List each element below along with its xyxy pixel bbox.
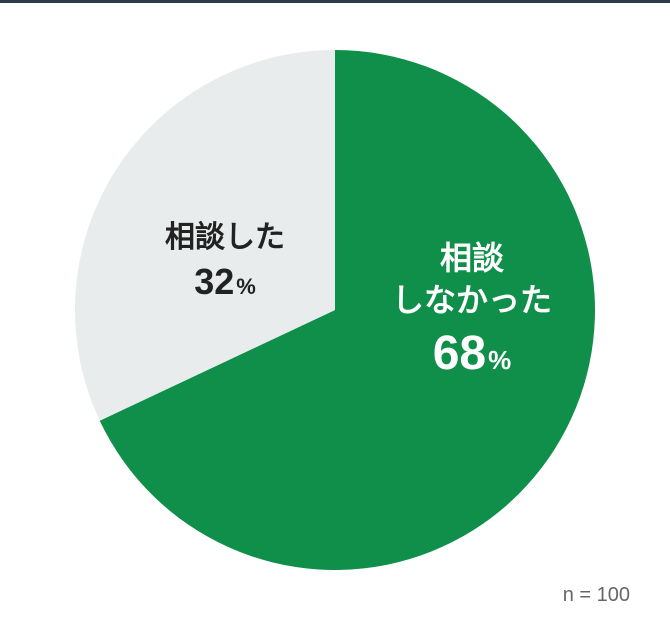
pie-svg	[75, 50, 595, 570]
sample-size-label: n = 100	[563, 584, 630, 607]
pie-slices	[75, 50, 595, 570]
pie-chart: 相談しなかった68%相談した32%	[75, 50, 595, 570]
chart-container: 相談しなかった68%相談した32% n = 100	[0, 0, 670, 625]
top-border	[0, 0, 670, 3]
